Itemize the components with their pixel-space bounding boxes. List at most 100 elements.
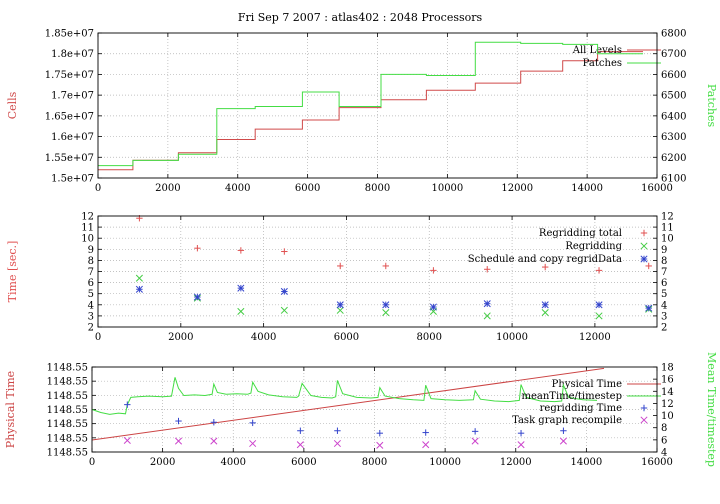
data-point <box>376 441 384 449</box>
y-tick-label: 9 <box>88 245 94 256</box>
y-tick-label: 1148.55 <box>47 448 88 459</box>
x-tick-label: 6000 <box>295 183 320 194</box>
panel-regridding-time: 0 2000 4000 6000 8000 10000 120002345678910111… <box>6 212 674 344</box>
y2-tick-label: 4 <box>661 448 667 459</box>
series-line <box>98 51 643 171</box>
data-point <box>124 401 131 408</box>
x-tick-label: 2000 <box>168 332 193 343</box>
data-point <box>237 284 245 292</box>
y2-tick-label: 4 <box>661 300 667 311</box>
x-tick-label: 4000 <box>251 332 276 343</box>
data-point <box>334 427 341 434</box>
y2-axis-label: Mean Time/timestep <box>705 352 718 467</box>
y2-axis-label: Patches <box>705 84 718 128</box>
y2-tick-label: 6 <box>661 435 667 446</box>
x-tick-label: 12000 <box>501 183 533 194</box>
y-tick-label: 6 <box>88 278 94 289</box>
legend-marker <box>640 242 648 250</box>
data-point <box>249 419 256 427</box>
y-tick-label: 1148.55 <box>47 363 88 374</box>
y2-tick-label: 6 <box>661 278 667 289</box>
data-point <box>135 274 143 282</box>
y2-tick-label: 11 <box>661 223 674 234</box>
data-point <box>237 247 245 254</box>
series-line <box>91 367 605 441</box>
y2-tick-label: 9 <box>661 245 667 256</box>
data-point <box>193 293 201 301</box>
y2-tick-label: 14 <box>661 387 674 398</box>
legend-marker <box>640 229 648 237</box>
data-point <box>382 309 390 317</box>
x-tick-label: 4000 <box>225 183 250 194</box>
legend-label: Task graph recompile <box>512 415 622 426</box>
data-point <box>430 267 437 274</box>
y-tick-label: 2 <box>88 323 94 334</box>
y-tick-label: 1.7e+07 <box>51 91 94 102</box>
data-point <box>123 436 131 445</box>
data-point <box>645 304 653 312</box>
legend-marker <box>640 255 648 263</box>
x-tick-label: 10000 <box>429 457 461 468</box>
y-tick-label: 7 <box>88 267 94 278</box>
data-point <box>541 301 549 309</box>
data-point <box>483 312 491 320</box>
y2-tick-label: 6800 <box>661 29 686 40</box>
plot-frame <box>91 366 658 453</box>
data-point <box>595 301 603 309</box>
data-point <box>194 244 201 252</box>
data-point <box>280 287 288 296</box>
y2-tick-label: 6100 <box>661 174 686 185</box>
data-point <box>484 266 491 273</box>
panel-physical-time: 0 2000 4000 6000 8000 10000 12000 14000 16000 114… <box>4 352 718 468</box>
data-point <box>541 309 549 317</box>
x-tick-label: 6000 <box>291 457 316 468</box>
y2-tick-label: 8 <box>661 423 667 434</box>
x-tick-label: 16000 <box>641 457 673 468</box>
data-point <box>296 441 304 449</box>
data-point <box>429 303 437 311</box>
data-point <box>483 300 491 308</box>
legend-label: Schedule and copy regridData <box>468 254 622 265</box>
y-tick-label: 4 <box>88 300 94 311</box>
data-point <box>337 262 344 270</box>
x-tick-label: 8000 <box>365 183 390 194</box>
y2-tick-label: 6200 <box>661 153 686 164</box>
legend-label: Patches <box>583 58 622 69</box>
y-tick-label: 1148.55 <box>47 391 88 402</box>
y-tick-label: 3 <box>88 311 94 322</box>
data-point <box>175 417 182 425</box>
data-point <box>542 263 549 271</box>
y-tick-label: 1.75e+07 <box>45 70 94 81</box>
x-tick-label: 12000 <box>500 457 532 468</box>
y-tick-label: 1148.55 <box>47 433 88 444</box>
y-axis-label: Time [sec.] <box>6 241 19 303</box>
data-point <box>517 429 525 437</box>
figure-title: Fri Sep 7 2007 : atlas402 : 2048 Process… <box>238 11 483 24</box>
data-point <box>376 429 383 437</box>
x-tick-label: 0 <box>95 183 101 194</box>
x-tick-label: 10000 <box>496 332 528 343</box>
x-tick-label: 16000 <box>641 183 673 194</box>
y-axis-label: Cells <box>6 91 19 119</box>
y-tick-label: 11 <box>81 223 94 234</box>
data-point <box>336 306 344 314</box>
x-tick-label: 2000 <box>150 457 175 468</box>
y2-tick-label: 3 <box>661 311 667 322</box>
x-tick-label: 14000 <box>570 457 602 468</box>
x-tick-label: 0 <box>89 457 95 468</box>
data-point <box>560 427 567 434</box>
legend-label: regridding Time <box>540 403 622 414</box>
data-point <box>471 437 479 445</box>
data-point <box>471 428 479 435</box>
data-point <box>382 301 390 309</box>
y-tick-label: 10 <box>81 234 94 245</box>
y-tick-label: 1.5e+07 <box>51 174 94 185</box>
legend-label: Physical Time <box>552 379 622 390</box>
y2-tick-label: 12 <box>661 212 674 223</box>
y-tick-label: 1.65e+07 <box>45 111 94 122</box>
y-tick-label: 8 <box>88 256 94 267</box>
data-point <box>559 437 567 445</box>
y2-tick-label: 12 <box>661 399 674 410</box>
